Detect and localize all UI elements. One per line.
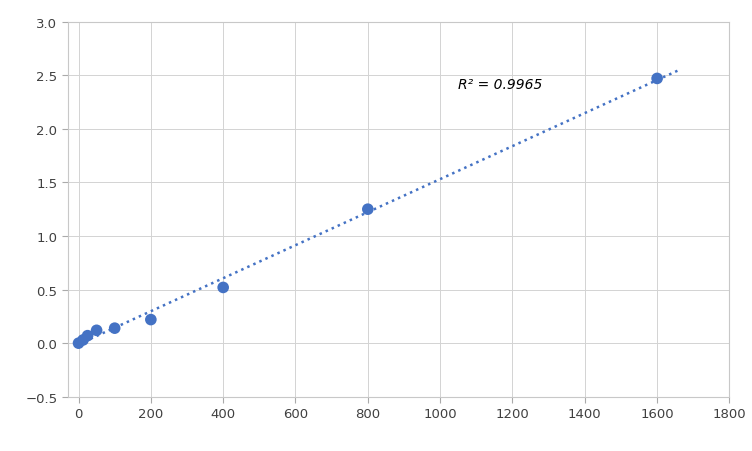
Point xyxy=(217,284,229,291)
Point xyxy=(362,206,374,213)
Point xyxy=(77,336,89,344)
Point xyxy=(109,325,121,332)
Point xyxy=(145,316,157,323)
Text: R² = 0.9965: R² = 0.9965 xyxy=(458,78,543,92)
Point xyxy=(72,340,84,347)
Point xyxy=(651,76,663,83)
Point xyxy=(90,327,102,334)
Point xyxy=(81,332,93,340)
